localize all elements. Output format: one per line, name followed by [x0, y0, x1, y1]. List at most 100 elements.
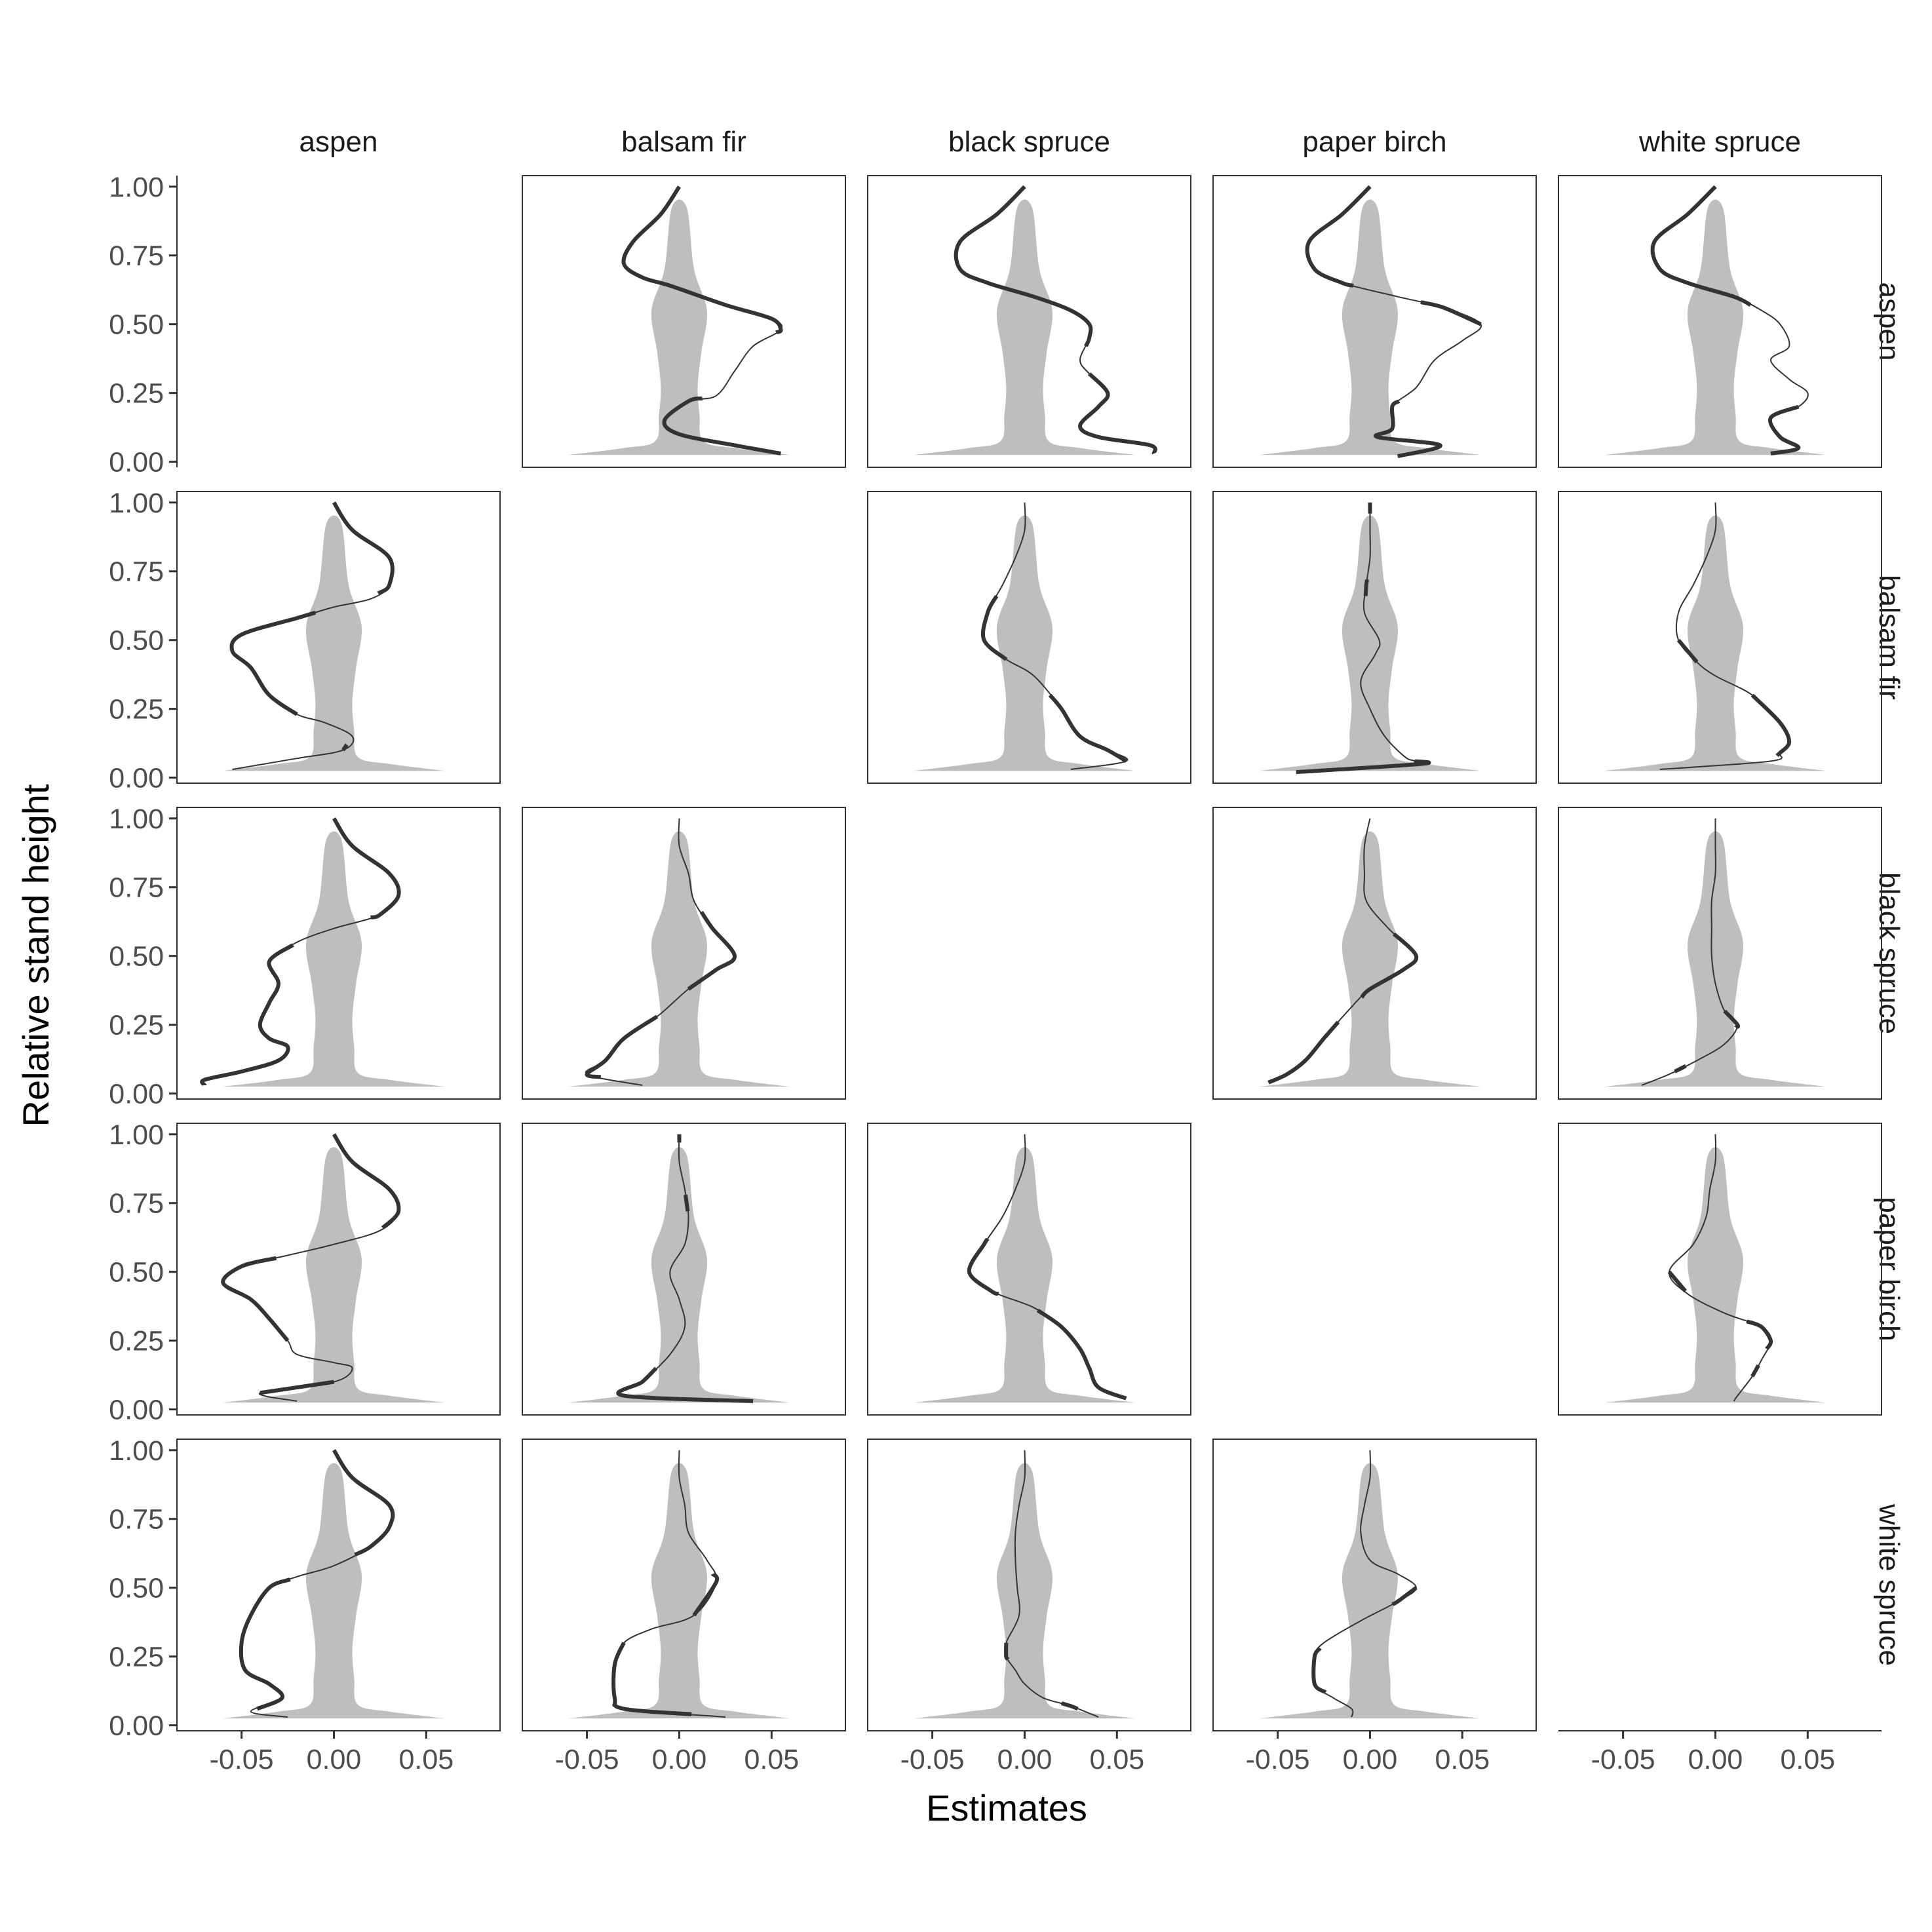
x-tick-label: -0.05: [1591, 1744, 1655, 1775]
significant-segment: [1746, 1319, 1773, 1350]
significant-segment: [684, 1194, 690, 1212]
estimate-curve: [955, 186, 1156, 454]
distribution-band: [1259, 1463, 1481, 1719]
significant-segment: [1060, 1701, 1079, 1711]
panel-border: [1212, 491, 1537, 784]
x-tick-label: -0.05: [210, 1744, 274, 1775]
x-axis-black-spruce: -0.05 0.00 0.05: [868, 1730, 1191, 1775]
y-tick-label: 0.25: [109, 1642, 164, 1673]
panel-aspen-vs-balsam-fir: [522, 175, 846, 468]
x-axis-aspen: -0.05 0.00 0.05: [177, 1730, 500, 1775]
panel-paper-birch-vs-aspen: [176, 1123, 501, 1416]
distribution-band: [223, 515, 445, 771]
distribution-band: [1259, 831, 1481, 1087]
y-axis-balsam-fir: 0.00 0.25 0.50 0.75 1.00: [109, 488, 178, 794]
distribution-band: [223, 831, 445, 1087]
y-tick-label: 0.75: [109, 872, 164, 904]
significant-segment: [1750, 1364, 1760, 1378]
significant-segment: [611, 1642, 692, 1716]
y-tick-label: 0.75: [109, 1188, 164, 1220]
row-strip-aspen: aspen: [1873, 282, 1905, 361]
y-tick-label: 0.00: [109, 1079, 164, 1110]
distribution-band: [1604, 1147, 1826, 1403]
estimate-curve: [1004, 1450, 1099, 1718]
significant-segment: [954, 185, 1093, 347]
y-tick-label: 0.25: [109, 1326, 164, 1357]
x-tick-label: -0.05: [900, 1744, 965, 1775]
significant-segment: [1391, 1586, 1418, 1606]
y-tick-label: 0.75: [109, 1504, 164, 1536]
significant-segment: [1363, 579, 1369, 596]
column-strip-aspen: aspen: [299, 126, 378, 158]
significant-segment: [662, 396, 781, 455]
y-tick-label: 1.00: [109, 1119, 164, 1151]
panel-balsam-fir-vs-aspen: [176, 491, 501, 784]
estimate-curve: [1641, 818, 1739, 1086]
y-tick-label: 0.25: [109, 1010, 164, 1041]
x-tick-label: 0.05: [398, 1744, 454, 1775]
y-tick-label: 0.75: [109, 241, 164, 272]
y-tick-label: 0.50: [109, 1573, 164, 1604]
distribution-band: [1604, 515, 1826, 771]
x-tick-label: 0.05: [1435, 1744, 1490, 1775]
panel-border: [1212, 807, 1537, 1100]
significant-segment: [221, 1256, 290, 1342]
distribution-band: [914, 1147, 1136, 1403]
column-strip-black-spruce: black spruce: [948, 126, 1110, 158]
panel-paper-birch-vs-white-spruce: [1558, 1123, 1882, 1416]
significant-segment: [332, 501, 395, 595]
panel-paper-birch-vs-balsam-fir: [522, 1123, 846, 1416]
distribution-band: [914, 1463, 1136, 1719]
distribution-band: [1604, 831, 1826, 1087]
y-tick-label: 1.00: [109, 488, 164, 519]
row-strip-balsam-fir: balsam fir: [1873, 575, 1905, 700]
panel-black-spruce-vs-aspen: [176, 807, 501, 1100]
y-tick-label: 0.00: [109, 1395, 164, 1426]
panel-border: [1558, 1123, 1882, 1416]
panel-border: [867, 175, 1191, 468]
significant-segment: [1048, 693, 1127, 763]
x-axis-white-spruce: -0.05 0.00 0.05: [1558, 1730, 1882, 1775]
significant-segment: [621, 185, 783, 335]
column-strip-labels: aspen balsam fir black spruce paper birch wh…: [299, 126, 1801, 158]
x-tick-label: 0.00: [997, 1744, 1053, 1775]
y-axis-paper-birch: 0.00 0.25 0.50 0.75 1.00: [109, 1119, 178, 1426]
significant-segment: [1667, 1270, 1688, 1293]
column-strip-paper-birch: paper birch: [1302, 126, 1446, 158]
significant-segment: [200, 943, 294, 1087]
y-tick-label: 1.00: [109, 172, 164, 203]
panel-white-spruce-vs-balsam-fir: [522, 1439, 846, 1731]
significant-segment: [332, 817, 401, 919]
row-strip-black-spruce: black spruce: [1873, 872, 1905, 1034]
significant-segment: [980, 594, 1008, 661]
significant-segment: [616, 1366, 754, 1403]
significant-segment: [341, 743, 349, 752]
facet-panels: [176, 175, 1882, 1731]
panel-paper-birch-vs-black-spruce: [867, 1123, 1191, 1416]
row-strip-labels: aspen balsam fir black spruce paper birch wh…: [1873, 282, 1905, 1666]
column-strip-white-spruce: white spruce: [1638, 126, 1801, 158]
x-tick-label: 0.00: [1688, 1744, 1743, 1775]
panel-balsam-fir-vs-paper-birch: [1212, 491, 1537, 784]
significant-segment: [1296, 759, 1431, 775]
x-tick-label: -0.05: [555, 1744, 619, 1775]
significant-segment: [1305, 185, 1372, 288]
significant-segment: [1723, 1009, 1741, 1030]
significant-segment: [585, 1014, 659, 1079]
y-tick-label: 0.00: [109, 763, 164, 794]
significant-segment: [1036, 1309, 1127, 1401]
y-tick-label: 1.00: [109, 803, 164, 835]
x-tick-label: 0.05: [1780, 1744, 1835, 1775]
panel-border: [1558, 807, 1882, 1100]
y-tick-label: 0.25: [109, 378, 164, 410]
distribution-band: [568, 831, 790, 1087]
panel-black-spruce-vs-white-spruce: [1558, 807, 1882, 1100]
significant-segment: [692, 1572, 720, 1617]
y-tick-label: 0.50: [109, 1257, 164, 1288]
panel-border: [522, 807, 846, 1100]
significant-segment: [1077, 372, 1157, 455]
panel-black-spruce-vs-balsam-fir: [522, 807, 846, 1100]
y-tick-label: 0.50: [109, 941, 164, 973]
significant-segment: [1420, 300, 1482, 326]
significant-segment: [1360, 932, 1419, 999]
